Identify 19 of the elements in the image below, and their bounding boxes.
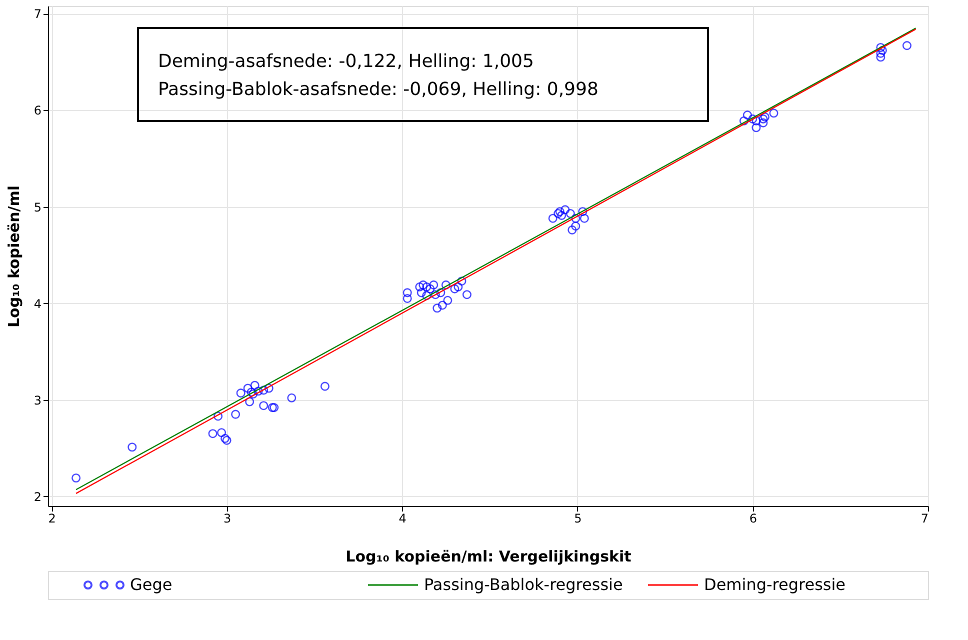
y-tick-label: 4 [34, 296, 42, 311]
legend-label: Deming-regressie [704, 575, 846, 594]
y-tick-label: 6 [34, 104, 42, 118]
legend-label: Gege [130, 575, 172, 594]
x-tick-label: 2 [48, 512, 56, 526]
x-tick-label: 5 [574, 512, 582, 526]
y-tick-label: 5 [34, 200, 42, 214]
x-tick-label: 7 [920, 512, 928, 526]
y-axis-title: Log₁₀ kopieën/ml [4, 186, 23, 328]
y-tick-label: 3 [34, 393, 42, 408]
x-tick-label: 4 [398, 512, 406, 526]
annotation: Deming-asafsnede: -0,122, Helling: 1,005 [158, 51, 534, 72]
x-tick-label: 3 [223, 512, 232, 526]
legend-label: Passing-Bablok-regressie [424, 575, 623, 594]
y-tick-label: 2 [34, 490, 42, 504]
annotation: Passing-Bablok-asafsnede: -0,069, Helling: 0,998 [158, 79, 598, 100]
y-tick-label: 7 [34, 7, 42, 22]
x-axis-title: Log₁₀ kopieën/ml: Vergelijkingskit [346, 548, 632, 566]
x-tick-label: 6 [749, 512, 758, 526]
